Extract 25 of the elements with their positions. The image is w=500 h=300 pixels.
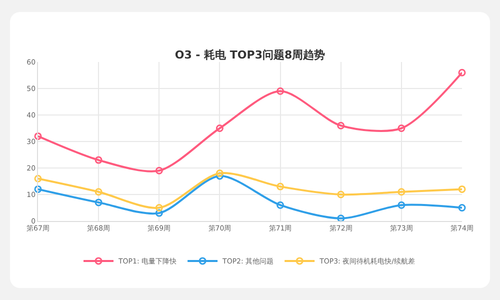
chart-title: O3 - 耗电 TOP3问题8周趋势 xyxy=(174,48,326,62)
point xyxy=(216,170,224,178)
point xyxy=(398,201,406,209)
point xyxy=(458,185,466,193)
point xyxy=(276,182,284,190)
point xyxy=(276,201,284,209)
point xyxy=(458,204,466,212)
point xyxy=(94,198,102,206)
point xyxy=(155,166,163,174)
point xyxy=(337,214,345,222)
point xyxy=(94,188,102,196)
point xyxy=(398,124,406,132)
point xyxy=(398,188,406,196)
point xyxy=(34,132,42,140)
point xyxy=(155,209,163,217)
point xyxy=(458,68,466,76)
point xyxy=(216,172,224,180)
point xyxy=(216,124,224,132)
point xyxy=(34,185,42,193)
point xyxy=(337,190,345,198)
point xyxy=(337,122,345,130)
point xyxy=(94,156,102,164)
point xyxy=(34,174,42,182)
point xyxy=(276,87,284,95)
point xyxy=(155,204,163,212)
